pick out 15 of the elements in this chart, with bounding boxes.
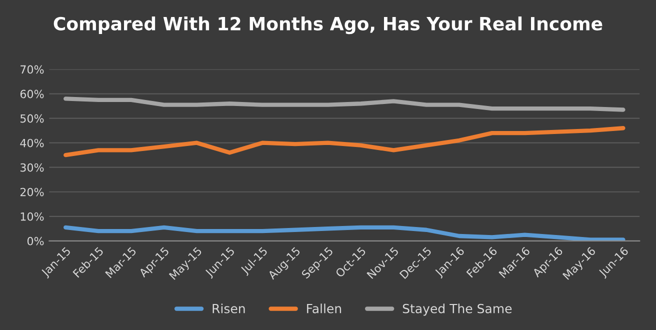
y-tick-label: 50% [20,114,44,123]
line-series [64,225,626,241]
y-tick-label: 70% [20,65,44,74]
legend-label: Risen [212,304,245,314]
y-tick-label: 30% [20,163,44,172]
y-tick-label: 60% [20,90,44,98]
chart-title: Compared With 12 Months Ago, Has Your Real Income [54,16,602,34]
line-series [64,96,626,112]
y-tick-label: 10% [20,212,44,221]
legend-label: Stayed The Same [402,304,512,316]
line-series [64,126,626,158]
legend-label: Fallen [307,304,342,314]
y-tick-label: 0% [27,236,44,246]
y-tick-label: 20% [20,188,44,196]
y-tick-label: 40% [20,138,44,148]
